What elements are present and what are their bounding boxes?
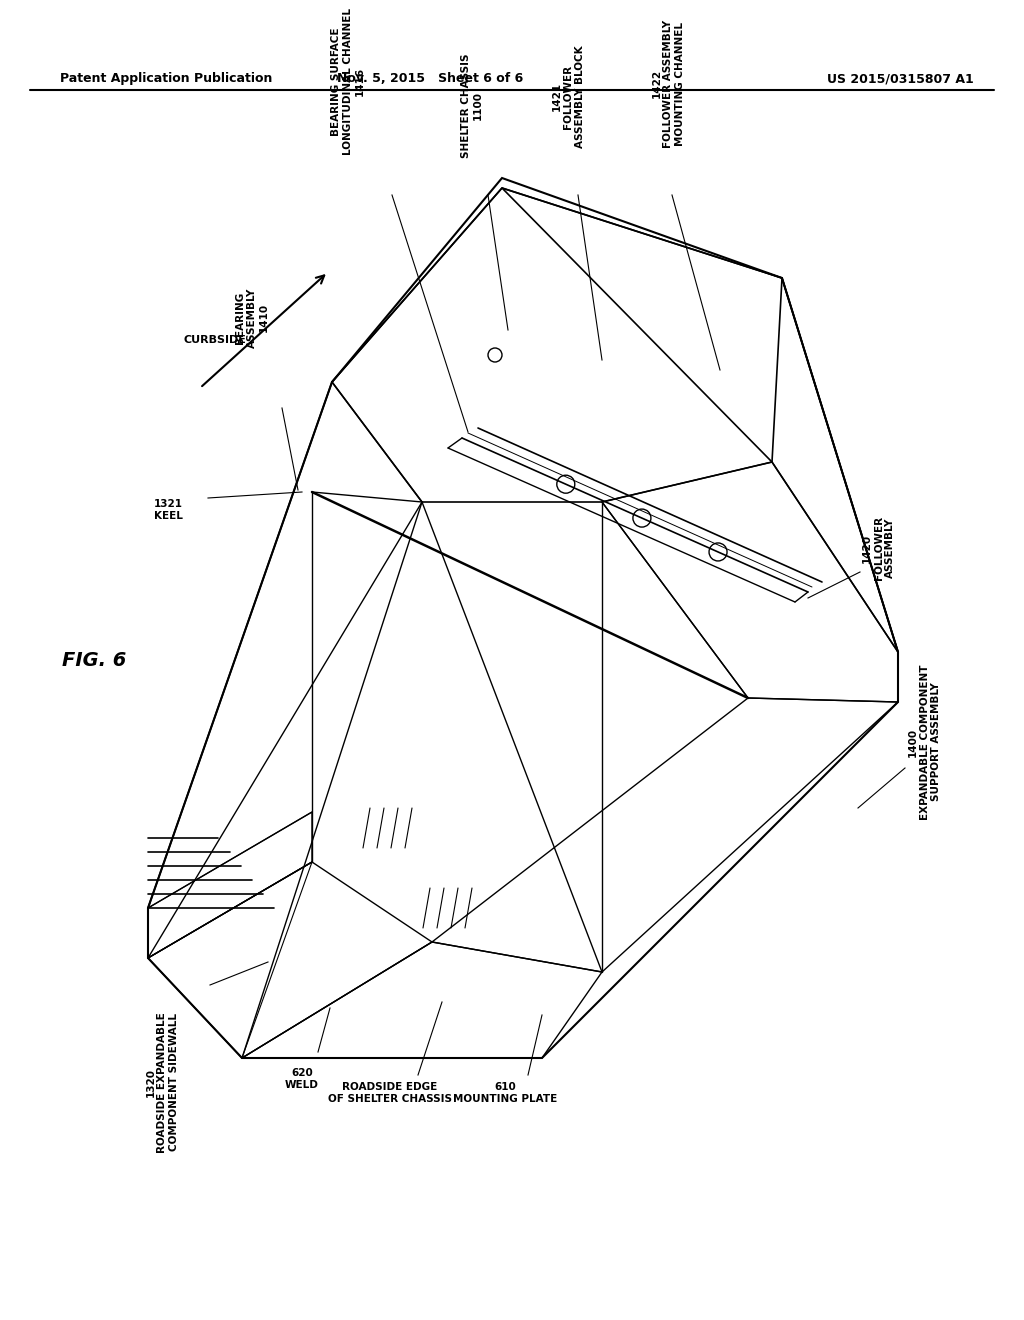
Text: 1421
FOLLOWER
ASSEMBLY BLOCK: 1421 FOLLOWER ASSEMBLY BLOCK <box>551 45 585 148</box>
Text: 1422
FOLLOWER ASSEMBLY
MOUNTING CHANNEL: 1422 FOLLOWER ASSEMBLY MOUNTING CHANNEL <box>651 20 685 148</box>
Text: Patent Application Publication: Patent Application Publication <box>60 73 272 84</box>
Text: FIG. 6: FIG. 6 <box>62 651 126 669</box>
Text: BEARING
ASSEMBLY
1410: BEARING ASSEMBLY 1410 <box>236 288 268 348</box>
Text: 610
MOUNTING PLATE: 610 MOUNTING PLATE <box>453 1082 557 1104</box>
Text: CURBSIDE: CURBSIDE <box>183 335 247 345</box>
Text: 1420
FOLLOWER
ASSEMBLY: 1420 FOLLOWER ASSEMBLY <box>862 516 895 579</box>
Text: 1321
KEEL: 1321 KEEL <box>154 499 182 521</box>
Text: US 2015/0315807 A1: US 2015/0315807 A1 <box>826 73 974 84</box>
Text: SHELTER CHASSIS
1100: SHELTER CHASSIS 1100 <box>461 54 482 158</box>
Text: 1320
ROADSIDE EXPANDABLE
COMPONENT SIDEWALL: 1320 ROADSIDE EXPANDABLE COMPONENT SIDEW… <box>145 1012 178 1152</box>
Text: Nov. 5, 2015   Sheet 6 of 6: Nov. 5, 2015 Sheet 6 of 6 <box>337 73 523 84</box>
Text: 620
WELD: 620 WELD <box>285 1068 318 1089</box>
Text: 1400
EXPANDABLE COMPONENT
SUPPORT ASSEMBLY: 1400 EXPANDABLE COMPONENT SUPPORT ASSEMB… <box>908 664 941 820</box>
Text: BEARING SURFACE
LONGITUDINAL CHANNEL
1416: BEARING SURFACE LONGITUDINAL CHANNEL 141… <box>332 8 365 154</box>
Text: ROADSIDE EDGE
OF SHELTER CHASSIS: ROADSIDE EDGE OF SHELTER CHASSIS <box>328 1082 452 1104</box>
